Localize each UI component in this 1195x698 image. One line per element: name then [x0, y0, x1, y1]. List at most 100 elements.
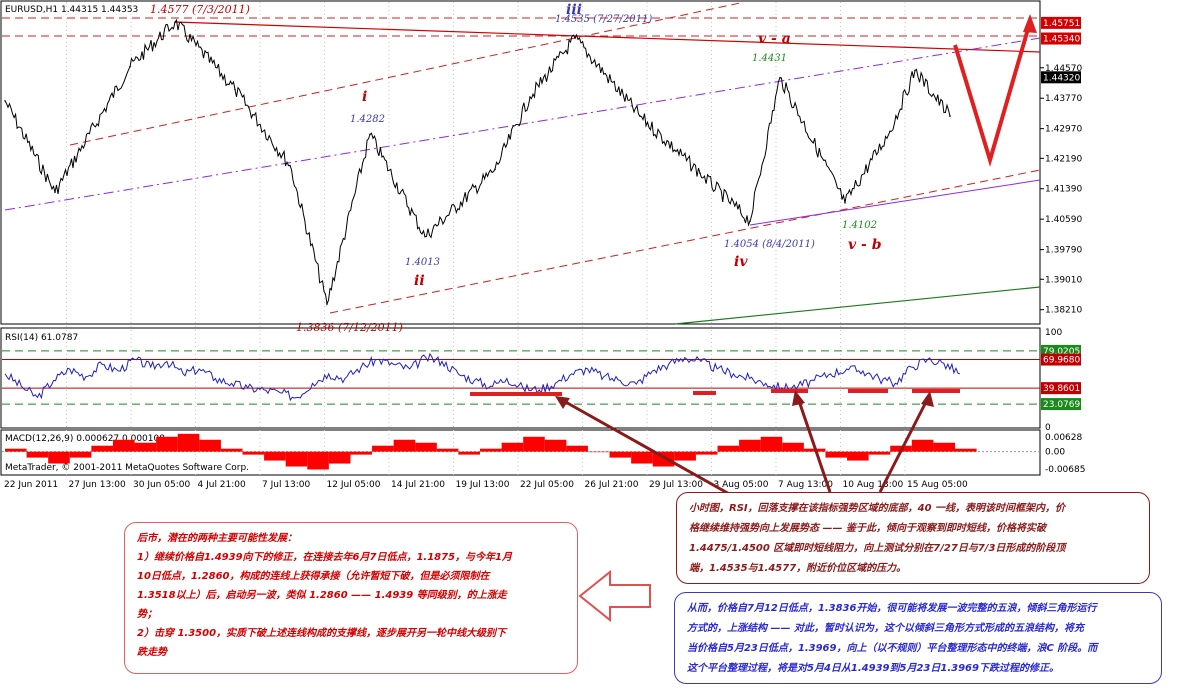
wave-label-v-b: v - b	[848, 237, 882, 253]
wave-label-i: i	[362, 89, 367, 105]
price-swing-point	[914, 69, 916, 72]
note-outlook-line: 2）击穿 1.3500，实质下破上述连线构成的支撑线，逐步展开另一轮中线大级别下	[137, 628, 507, 639]
rsi-level-label: 39.8601	[1043, 384, 1080, 394]
price-swing-point	[699, 172, 701, 174]
price-swing-point	[424, 235, 426, 238]
note-wave-line: 当价格自5月23日低点，1.3969，向上（以不规则）平台整理形态中的终端，浪C…	[687, 643, 1098, 654]
lower-channel-dashed	[329, 169, 1041, 314]
annotation-1-4013: 1.4013	[405, 257, 440, 268]
trend-lines	[2, 2, 1041, 325]
left-arrow-icon	[578, 569, 651, 623]
macd-bar	[415, 442, 437, 452]
note-rsi-line: 格继续维持强势向上发展势态 —— 鉴于此，倾向于观察到即时短线，价格将实破	[689, 523, 1046, 534]
wave-label-v-a: v - a	[758, 31, 791, 47]
price-tick-label: 1.39010	[1045, 275, 1082, 285]
macd-bar	[760, 436, 783, 452]
x-tick-label: 29 Jul 13:00	[649, 480, 703, 490]
price-tag-box	[1041, 71, 1081, 84]
price-swing-point	[369, 133, 371, 136]
note-rsi-analysis: 小时图，RSI，回落支撑在该指标强势区域的底部，40 一线，表明该时间框架内，价…	[676, 492, 1150, 584]
price-swing-point	[129, 65, 131, 68]
macd-bar	[825, 451, 848, 458]
x-tick-label: 26 Jul 21:00	[585, 480, 639, 490]
pointer-arrows	[555, 390, 934, 502]
wave-label-iii: iii	[566, 2, 582, 18]
macd-bar	[91, 445, 113, 452]
green-trendline	[674, 286, 1041, 325]
macd-bar	[458, 451, 480, 455]
price-tick-label: 1.42970	[1045, 125, 1082, 135]
macd-bar	[350, 451, 373, 455]
macd-tick-label: -0.00685	[1045, 465, 1085, 475]
macd-y-axis: 0.00628 0.00 -0.00685	[1045, 433, 1085, 475]
note-outlook-line: 跌走势	[137, 647, 167, 658]
price-swing-point	[844, 202, 846, 204]
note-rsi-line: 小时图，RSI，回落支撑在该指标强势区域的底部，40 一线，表明该时间框架内，价	[689, 503, 1066, 514]
rsi-tick-label: 0	[1045, 423, 1051, 433]
price-tick-label: 1.43770	[1045, 94, 1082, 104]
arrow-head-3	[921, 391, 934, 407]
macd-bar	[48, 451, 70, 464]
annotation-1-4577: 1.4577 (7/3/2011)	[150, 3, 250, 16]
x-tick-label: 30 Jun 05:00	[133, 480, 190, 490]
purple-channel-line	[4, 37, 1041, 211]
rsi-level-box	[1041, 353, 1081, 366]
macd-tick-label: 0.00	[1045, 448, 1065, 458]
note-outlook-line: 1）继续价格自1.4939向下的修正，在连接去年6月7日低点，1.1875，与今…	[137, 552, 513, 563]
macd-bar	[372, 445, 394, 452]
note-outlook-line: 势；	[137, 609, 157, 620]
annotation-1-4102: 1.4102	[842, 220, 877, 231]
price-swing-point	[639, 115, 641, 117]
price-tick-label: 1.44570	[1045, 64, 1082, 74]
macd-bar	[242, 451, 265, 455]
note-rsi-line: 端，1.4535与1.4577，附近价位区域的压力。	[689, 563, 907, 574]
rsi-level-label: 23.0769	[1043, 400, 1080, 410]
projected-wave-arrowhead	[1023, 14, 1037, 33]
arrow-to-rsi-2	[796, 397, 832, 493]
rsi-tick-label: 100	[1045, 328, 1062, 338]
price-swing-points	[4, 21, 951, 305]
x-tick-label: 14 Jul 21:00	[391, 480, 445, 490]
price-tag-label: 1.45751	[1043, 19, 1080, 29]
price-tags: 1.45751 1.45340 1.44320	[1041, 16, 1081, 84]
x-tick-label: 19 Jul 13:00	[456, 480, 510, 490]
rsi-level-label: 79.0205	[1043, 347, 1080, 357]
macd-bar	[717, 445, 740, 452]
macd-bar	[674, 451, 696, 461]
price-swing-point	[949, 115, 951, 117]
macd-bar	[156, 436, 178, 452]
price-swing-point	[574, 37, 576, 39]
price-swing-point	[4, 100, 6, 102]
macd-bar	[177, 433, 200, 452]
macd-bar	[501, 442, 524, 452]
macd-bar	[868, 451, 891, 455]
annotation-1-4054: 1.4054 (8/4/2011)	[724, 239, 815, 250]
x-tick-label: 7 Aug 13:00	[778, 480, 833, 490]
upper-channel-dashed	[69, 2, 741, 146]
arrow-to-rsi-1	[561, 398, 741, 502]
x-axis: 22 Jun 2011 27 Jun 13:00 30 Jun 05:00 4 Jul…	[4, 480, 968, 490]
macd-bar	[523, 436, 545, 452]
price-tick-label: 1.40590	[1045, 215, 1082, 225]
price-swing-point	[779, 76, 781, 79]
annotation-1-4431: 1.4431	[752, 53, 787, 64]
price-header: EURUSD,H1 1.44315 1.44353	[5, 5, 138, 15]
price-tick-label: 1.42190	[1045, 154, 1082, 164]
price-swing-point	[234, 88, 236, 91]
macd-bar	[566, 445, 588, 452]
x-tick-label: 15 Aug 05:00	[907, 480, 968, 490]
price-swing-point	[54, 191, 56, 193]
wave-label-ii: ii	[414, 273, 425, 289]
macd-bar	[264, 451, 286, 461]
macd-bar	[5, 448, 27, 452]
macd-bar	[134, 442, 157, 452]
vertical-grid	[66, 2, 906, 475]
price-series	[4, 18, 951, 306]
price-swing-point	[529, 96, 531, 98]
copyright-footer: MetaTrader, © 2001-2011 MetaQuotes Softw…	[5, 463, 249, 473]
note-rsi-line: 1.4475/1.4500 区域即时短线阻力，向上测试分别在7/27日与7/3日…	[689, 543, 1066, 554]
macd-bar	[739, 439, 761, 452]
note-wave-line: 从而，价格自7月12日低点，1.3836开始，很可能将发展一波完整的五浪，倾斜三…	[687, 603, 1097, 614]
macd-bar	[220, 448, 243, 452]
